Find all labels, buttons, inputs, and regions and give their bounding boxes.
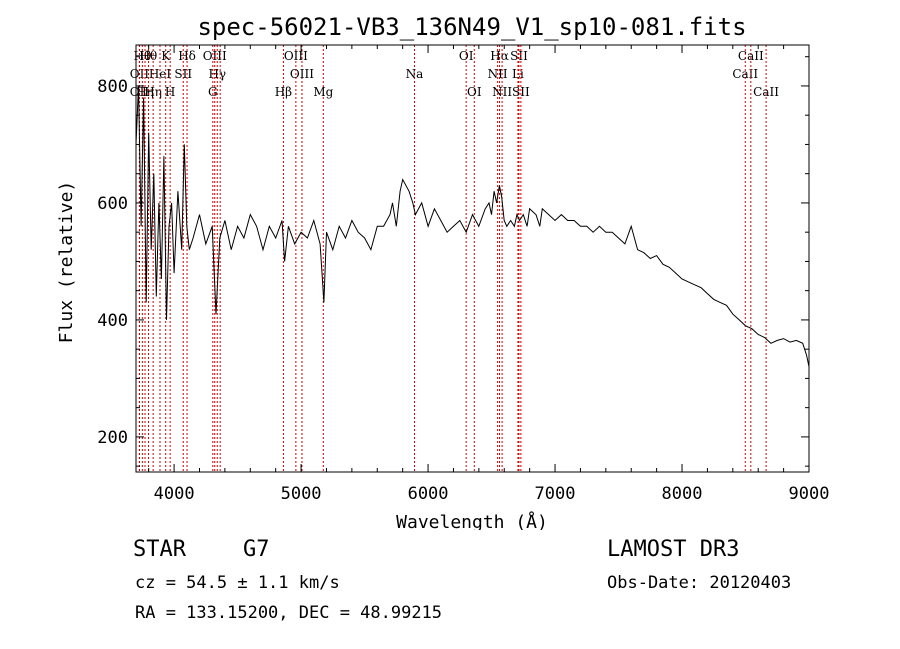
line-marker-label: OI (459, 49, 474, 63)
ra-dec-coordinates: RA = 133.15200, DEC = 48.99215 (135, 603, 443, 623)
object-subclass: G7 (243, 537, 270, 562)
line-marker-label: OII (130, 85, 150, 99)
object-type: STAR (133, 537, 186, 562)
y-tick-label: 200 (97, 428, 128, 448)
axis-ticks: 4000 5000 6000 7000 8000 9000 200 400 600 800 (97, 45, 829, 504)
line-marker-label: H (165, 85, 175, 99)
line-marker-label: Hβ (275, 85, 292, 99)
line-marker-label: Hγ (208, 67, 226, 81)
line-marker-label: Hα (490, 49, 509, 63)
x-tick-label: 8000 (662, 484, 703, 504)
line-marker-label: Mg (313, 85, 333, 99)
line-marker-label: Hδ (178, 49, 196, 63)
line-marker-label: Hθ (140, 49, 158, 63)
line-marker-label: Hθ (133, 49, 151, 63)
line-marker-label: OIII (284, 49, 308, 63)
line-marker-label: Hη (136, 85, 154, 99)
line-marker-label: G (208, 85, 218, 99)
y-tick-label: 800 (97, 77, 128, 97)
x-tick-label: 4000 (154, 484, 195, 504)
x-tick-label: 7000 (535, 484, 576, 504)
line-marker-label: SII (512, 85, 530, 99)
line-marker-label: CaII (738, 49, 764, 63)
line-marker-label: HeI (149, 67, 172, 81)
y-tick-label: 400 (97, 311, 128, 331)
line-marker-label: SII (510, 49, 528, 63)
observation-date: Obs-Date: 20120403 (607, 573, 792, 593)
redshift-cz: cz = 54.5 ± 1.1 km/s (135, 573, 340, 593)
line-marker-label: NII (492, 85, 512, 99)
x-axis-label: Wavelength (Å) (396, 511, 548, 530)
line-marker-label: OIII (203, 49, 227, 63)
line-marker-label: CaII (753, 85, 779, 99)
plot-frame (135, 44, 810, 473)
y-axis-label: Flux (relative) (56, 181, 77, 344)
line-marker-label: Na (406, 67, 424, 81)
chart-title: spec-56021-VB3_136N49_V1_sp10-081.fits (197, 13, 746, 41)
spectrum-chart: spec-56021-VB3_136N49_V1_sp10-081.fits O… (56, 13, 829, 530)
line-marker-label: SII (174, 67, 192, 81)
line-marker-label: NII (488, 67, 508, 81)
survey-name: LAMOST DR3 (607, 537, 740, 562)
line-marker-label: OIII (290, 67, 314, 81)
line-marker-label: CaII (732, 67, 758, 81)
spectrum-line (135, 85, 810, 367)
y-tick-label: 600 (97, 194, 128, 214)
line-marker-label: Hη (144, 85, 162, 99)
x-tick-label: 5000 (281, 484, 322, 504)
line-marker-label: OI (467, 85, 482, 99)
x-tick-label: 6000 (408, 484, 449, 504)
line-marker-label: Li (512, 67, 524, 81)
line-marker-label: K (161, 49, 171, 63)
x-tick-label: 9000 (789, 484, 830, 504)
